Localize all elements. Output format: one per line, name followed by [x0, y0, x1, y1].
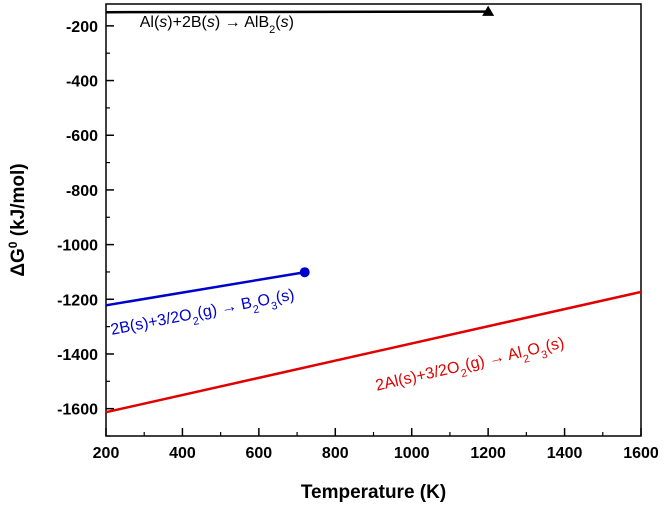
annotation-part: Al( — [140, 14, 160, 31]
series-line-b2o3 — [105, 270, 305, 307]
x-tick-label: 800 — [322, 445, 349, 462]
y-axis-title: ΔG0 (kJ/mol) — [6, 163, 29, 276]
series-marker-b2o3 — [299, 267, 310, 278]
x-tick-label: 200 — [93, 445, 120, 462]
series-layer — [105, 5, 642, 414]
annotation-part: 3 — [540, 349, 549, 362]
y-tick-label: -800 — [66, 183, 98, 200]
y-axis-title-unit: (kJ/mol) — [8, 163, 29, 241]
annotation-part: (s) — [544, 335, 566, 356]
annotation-part: 2 — [252, 303, 260, 316]
annotation-part: 2 — [460, 367, 469, 380]
annotation-part: (s) — [274, 286, 296, 306]
annotation-part: ) → AlB — [215, 14, 269, 31]
y-tick-label: -400 — [66, 74, 98, 91]
y-tick-label: -600 — [66, 128, 98, 145]
annotations: Al(s)+2B(s) → AlB2(s)2B(s)+3/2O2(g) → B2… — [109, 14, 566, 395]
annotation-part: 2 — [269, 24, 275, 36]
y-axis-title-main: ΔG — [8, 248, 29, 276]
annotation-part: O — [526, 340, 542, 359]
plot-border — [105, 3, 642, 437]
annotation-part: 3 — [270, 300, 278, 313]
x-axis: 200 400 600 800 1000 1200 1400 1600 — [93, 428, 659, 462]
y-tick-label: -200 — [66, 19, 98, 36]
annotation-part: s — [159, 14, 167, 31]
y-axis-title-sup: 0 — [6, 241, 20, 248]
y-tick-label: -1200 — [57, 292, 98, 309]
y-tick-label: -1400 — [57, 347, 98, 364]
series-marker-alb2 — [482, 5, 495, 16]
x-axis-title: Temperature (K) — [301, 482, 446, 503]
x-tick-label: 600 — [246, 445, 273, 462]
y-tick-label: -1000 — [57, 238, 98, 255]
annotation-part: )+2B( — [167, 14, 207, 31]
annotation-part: (g) → Al — [464, 344, 524, 374]
annotation-part: s — [207, 14, 215, 31]
series-line-al2o3 — [105, 290, 642, 414]
annotation-part: ( — [275, 14, 281, 31]
x-tick-label: 1000 — [394, 445, 430, 462]
annotation-part: 2Al(s)+3/2O — [374, 359, 461, 395]
x-tick-label: 400 — [169, 445, 196, 462]
y-tick-label: -1600 — [57, 402, 98, 419]
x-tick-label: 1400 — [547, 445, 583, 462]
annotation-part: 2 — [192, 315, 200, 328]
annotation-part: (g) → B — [196, 295, 253, 322]
annotation-alb2: Al(s)+2B(s) → AlB2(s) — [140, 14, 294, 36]
annotation-part: s — [281, 14, 289, 31]
annotation-b2o3: 2B(s)+3/2O2(g) → B2O3(s) — [109, 286, 297, 343]
series-line-alb2 — [105, 10, 489, 14]
annotation-part: 2 — [522, 353, 531, 366]
x-tick-label: 1200 — [470, 445, 506, 462]
annotation-part: 2B(s)+3/2O — [109, 306, 193, 338]
y-axis: -1600 -1400 -1200 -1000 -800 -600 -400 -200 — [57, 19, 114, 437]
x-tick-label: 1600 — [623, 445, 659, 462]
annotation-part: O — [256, 291, 271, 310]
annotation-part: ) — [289, 14, 294, 31]
plot-frame — [105, 3, 642, 437]
